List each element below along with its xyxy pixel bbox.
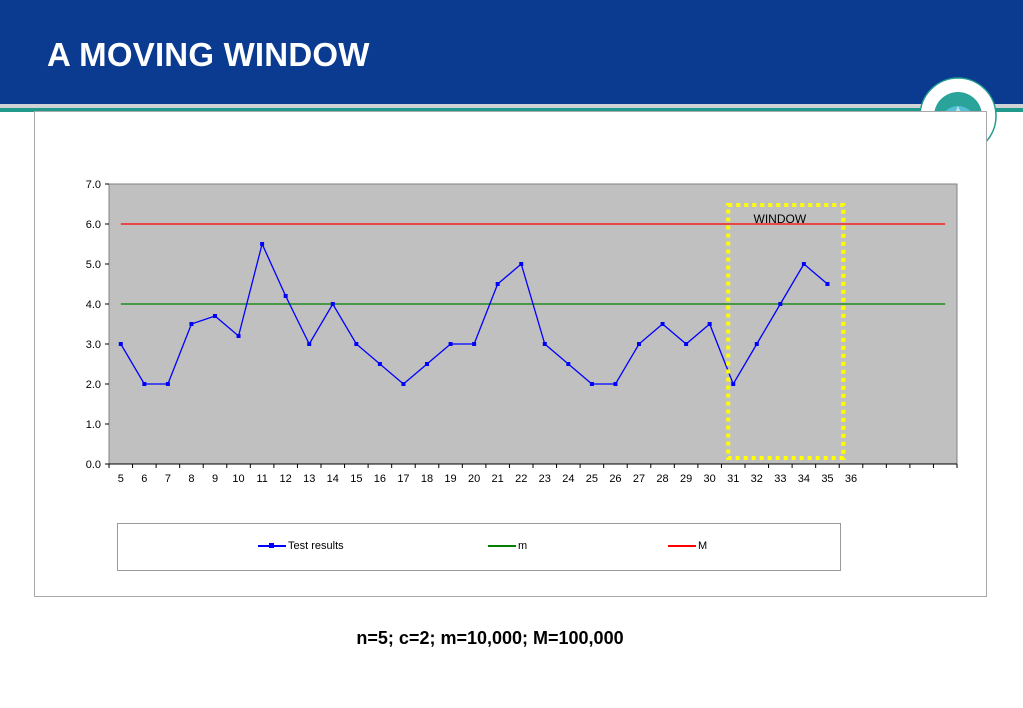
window-box	[726, 203, 846, 460]
data-point	[684, 342, 689, 346]
header-accent-rule	[0, 108, 1023, 112]
legend-label-M: M	[698, 540, 708, 552]
legend-item-M: M	[668, 540, 707, 552]
data-point	[472, 342, 477, 346]
sampling-plan-text: n=5; c=2; m=10,000; M=100,000	[356, 628, 624, 648]
y-tick-label: 5.0	[86, 259, 101, 271]
y-tick-label: 3.0	[86, 339, 101, 351]
x-tick-label: 22	[515, 473, 527, 485]
data-point	[165, 382, 170, 386]
data-point	[307, 342, 312, 346]
chart-legend: Test results m M	[117, 523, 841, 571]
window-annotation: WINDOW	[726, 203, 846, 460]
x-tick-label: 33	[774, 473, 786, 485]
x-tick-label: 11	[256, 473, 267, 485]
y-tick-label: 4.0	[86, 299, 101, 311]
data-point	[801, 262, 806, 266]
series-test-results	[118, 242, 830, 386]
x-tick-label: 5	[118, 473, 124, 485]
data-point	[660, 322, 665, 326]
x-tick-label: 12	[280, 473, 292, 485]
x-tick-label: 25	[586, 473, 598, 485]
data-point	[448, 342, 453, 346]
data-point	[542, 342, 547, 346]
data-point	[825, 282, 830, 286]
x-tick-label: 13	[303, 473, 315, 485]
slide-title: A MOVING WINDOW	[47, 36, 370, 73]
x-tick-label: 27	[633, 473, 645, 485]
y-tick-label: 6.0	[86, 219, 101, 231]
data-point	[189, 322, 194, 326]
x-tick-label: 6	[141, 473, 147, 485]
data-point	[637, 342, 641, 346]
data-point	[425, 362, 429, 366]
x-tick-label: 17	[397, 473, 409, 485]
x-tick-label: 31	[727, 473, 739, 485]
data-point	[283, 294, 288, 298]
x-tick-label: 16	[374, 473, 386, 485]
x-tick-label: 9	[212, 473, 218, 485]
x-tick-label: 8	[188, 473, 194, 485]
data-point	[401, 382, 406, 386]
y-tick-label: 1.0	[86, 419, 101, 431]
data-point	[142, 382, 147, 386]
x-tick-label: 14	[327, 473, 339, 485]
data-point	[731, 382, 736, 386]
x-tick-label: 23	[539, 473, 551, 485]
x-tick-label: 30	[704, 473, 716, 485]
line-chart: 0.0 1.0 2.0 3.0 4.0 5.0 6.0 7.0 5 6 7 8 9 10 11 12 13 14…	[86, 179, 958, 485]
legend-item-m: m	[488, 540, 527, 552]
x-tick-label: 34	[798, 473, 810, 485]
data-point	[495, 282, 500, 286]
y-tick-label: 0.0	[86, 459, 101, 471]
x-tick-label: 15	[350, 473, 362, 485]
data-point	[118, 342, 123, 346]
legend-label-m: m	[518, 540, 528, 552]
x-tick-label: 36	[845, 473, 857, 485]
data-point	[707, 322, 712, 326]
y-axis: 0.0 1.0 2.0 3.0 4.0 5.0 6.0 7.0	[86, 179, 109, 471]
header-divider	[0, 104, 1023, 108]
x-tick-label: 24	[562, 473, 574, 485]
x-tick-label: 20	[468, 473, 480, 485]
data-point	[260, 242, 265, 246]
x-tick-label: 35	[821, 473, 833, 485]
x-tick-label: 21	[492, 473, 504, 485]
data-point	[566, 362, 571, 366]
data-point	[778, 302, 783, 306]
data-point	[589, 382, 594, 386]
legend-swatch-m	[488, 545, 516, 547]
data-point	[754, 342, 759, 346]
data-point	[519, 262, 524, 266]
data-point	[377, 362, 382, 366]
title-bar: A MOVING WINDOW	[0, 0, 1023, 104]
x-axis: 5 6 7 8 9 10 11 12 13 14 15 16 17 18 19 20 21 22 23 24 25 26 2…	[108, 463, 958, 485]
legend-swatch-test-results	[258, 543, 286, 548]
plot-area	[108, 183, 958, 465]
window-label: WINDOW	[754, 212, 807, 226]
data-point	[354, 342, 359, 346]
x-tick-label: 18	[421, 473, 433, 485]
x-tick-label: 7	[165, 473, 171, 485]
x-tick-label: 28	[656, 473, 668, 485]
data-point	[213, 314, 217, 318]
x-tick-label: 19	[444, 473, 456, 485]
x-tick-label: 26	[609, 473, 621, 485]
y-tick-label: 7.0	[86, 179, 101, 191]
x-tick-label: 29	[680, 473, 692, 485]
data-point	[236, 334, 241, 338]
data-point	[613, 382, 618, 386]
legend-item-test-results: Test results	[258, 540, 344, 552]
x-tick-label: 10	[232, 473, 244, 485]
legend-swatch-M	[668, 545, 696, 547]
x-tick-label: 32	[751, 473, 763, 485]
data-point	[330, 302, 335, 306]
y-tick-label: 2.0	[86, 379, 101, 391]
legend-label-test-results: Test results	[288, 540, 344, 552]
